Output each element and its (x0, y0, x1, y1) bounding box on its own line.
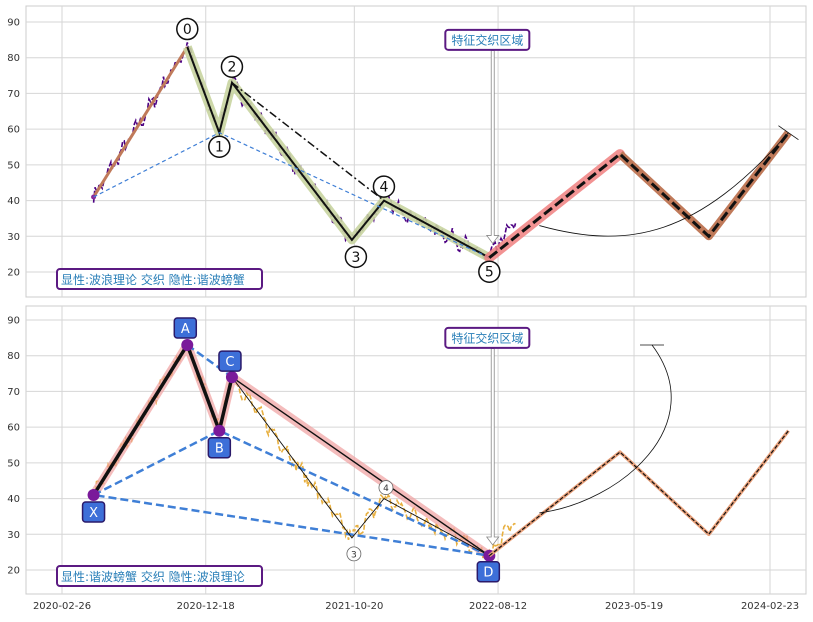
projection-band (488, 429, 790, 558)
wave-impulse-line (186, 46, 490, 259)
annotation-box (444, 326, 531, 349)
y-tick-label: 80 (7, 53, 20, 64)
y-tick-label: 30 (7, 232, 20, 243)
panel-top: 20 30 40 50 60 70 80 90 特征交织区域 0 1 2 3 4 5 显性:波浪理论 交织 隐… (7, 5, 807, 298)
harmonic-label-box (218, 350, 242, 372)
annotation-curve (539, 344, 672, 514)
harmonic-cd-line (231, 376, 490, 557)
harmonic-label-box (207, 436, 232, 459)
plot-frame (25, 305, 807, 595)
y-tick-label: 20 (7, 566, 20, 577)
annotation-arrow (485, 50, 500, 245)
harmonic-point-marker (213, 424, 226, 437)
corner-label-box (56, 565, 263, 587)
x-tick-label: 2020-02-26 (33, 601, 91, 612)
wave-label-text: 2 (227, 60, 236, 76)
annotation-label: 特征交织区域 (451, 330, 523, 345)
y-tick-label: 70 (7, 89, 20, 100)
wave-label-circle (220, 55, 244, 78)
price-series-line (92, 42, 517, 260)
minor-label-circle (346, 546, 362, 562)
corner-label-box (56, 268, 263, 290)
wave-label-text: 5 (485, 265, 494, 281)
wave-label-circle (176, 17, 199, 41)
y-tick-label: 60 (7, 125, 20, 136)
harmonic-leg-line (92, 341, 234, 496)
harmonic-label-text: B (215, 442, 224, 457)
harmonic-point-marker (87, 489, 100, 501)
harmonic-point-marker (225, 371, 238, 384)
panel-bottom: 20 30 40 50 60 70 80 90 特征交织区域 X A B C D 3 4 显性:谐波螃蟹 交织 … (7, 305, 807, 595)
harmonic-label-box (476, 560, 501, 583)
harmonic-xbd-dashed (93, 429, 490, 557)
annotation-arrow (485, 348, 500, 546)
x-tick-label: 2024-02-23 (741, 601, 799, 612)
harmonic-point-marker (181, 339, 194, 351)
harmonic-label-text: C (225, 355, 234, 370)
harmonic-label-box (81, 501, 106, 523)
y-tick-label: 40 (7, 494, 20, 505)
harmonic-label-box (173, 317, 198, 339)
harmonic-label-text: A (181, 322, 190, 337)
plot-frame (25, 5, 807, 298)
x-tick-label: 2021-10-20 (325, 601, 383, 612)
annotation-curve-cap (778, 125, 799, 141)
projection-band-red (484, 149, 625, 263)
wave-trend-dashdot (231, 82, 385, 202)
minor-label-text: 4 (383, 484, 389, 494)
x-tick-label: 2020-12-18 (177, 601, 235, 612)
minor-label-text: 3 (351, 550, 357, 560)
wave-label-circle (208, 135, 231, 158)
y-tick-label: 20 (7, 268, 20, 279)
wave-label-circle (478, 260, 501, 283)
y-tick-label: 70 (7, 387, 20, 398)
projection-dashed-line (488, 131, 790, 259)
wave-label-text: 3 (351, 250, 360, 266)
corner-label-text: 显性:波浪理论 交织 隐性:谐波螃蟹 (61, 272, 245, 287)
y-tick-label: 50 (7, 458, 20, 469)
y-tick-label: 60 (7, 423, 20, 434)
x-tick-label: 2022-08-12 (469, 601, 527, 612)
y-tick-label: 30 (7, 530, 20, 541)
wave-label-text: 1 (215, 140, 224, 156)
harmonic-label-text: D (483, 566, 493, 581)
annotation-curve (539, 132, 789, 237)
wave-label-circle (372, 175, 396, 198)
annotation-box (444, 28, 531, 51)
annotation-label: 特征交织区域 (451, 32, 523, 47)
y-tick-label: 40 (7, 196, 20, 207)
harmonic-ac-dashed (186, 343, 233, 379)
y-tick-label: 90 (7, 316, 20, 327)
corner-label-text: 显性:谐波螃蟹 交织 隐性:波浪理论 (61, 569, 245, 584)
wave-label-text: 0 (183, 22, 192, 38)
wave-label-circle (344, 245, 368, 269)
wave-label-text: 4 (379, 180, 388, 196)
y-tick-label: 80 (7, 351, 20, 362)
minor-wave-line (231, 376, 490, 557)
y-tick-label: 90 (7, 18, 20, 29)
wave-channel-dashed (93, 132, 490, 259)
x-tick-label: 2023-05-19 (605, 601, 663, 612)
start-point-marker (91, 194, 97, 200)
harmonic-label-text: X (89, 506, 98, 521)
minor-label-circle (378, 480, 394, 495)
wave-start-leg (92, 46, 189, 198)
y-tick-label: 50 (7, 160, 20, 171)
